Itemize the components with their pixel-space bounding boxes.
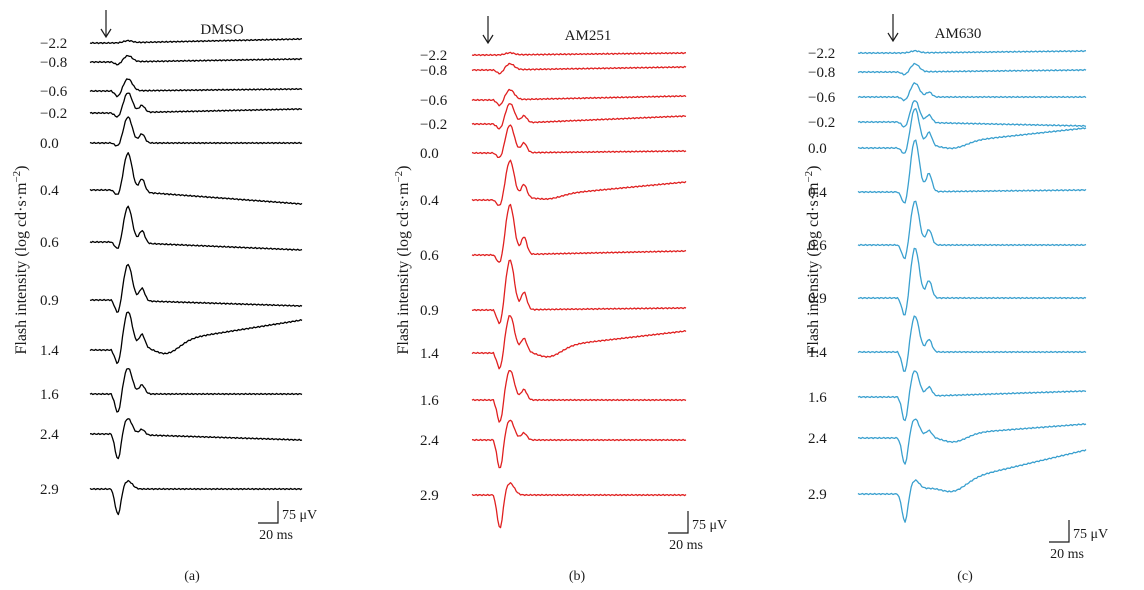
erg-trace [857,370,1087,422]
intensity-label: 2.4 [420,433,439,449]
scale-bar-time: 20 ms [669,538,703,553]
erg-trace [857,315,1087,372]
scale-bar-voltage: 75 μV [1073,527,1108,542]
erg-panel-3: AM630 Flash intensity (log cd·s·m−2) −2.2 −… [803,14,1108,584]
erg-trace [471,159,687,206]
erg-trace [857,418,1087,465]
y-axis-label: Flash intensity (log cd·s·m−2) [393,165,412,354]
erg-trace [471,419,687,469]
intensity-label: −0.2 [40,106,67,122]
erg-trace [471,369,687,423]
erg-panel-1: DMSO Flash intensity (log cd·s·m−2) −2.2 −0… [11,10,317,584]
erg-trace [471,62,687,75]
intensity-label: −0.2 [420,117,447,133]
erg-trace [89,367,303,413]
intensity-label: 1.6 [40,387,59,403]
intensity-label: −0.8 [420,63,447,79]
intensity-label: 2.9 [420,488,439,504]
erg-trace [89,205,303,251]
flash-arrow-icon [100,10,112,39]
erg-trace [89,311,303,365]
erg-trace [89,92,303,118]
erg-trace [857,449,1087,523]
erg-trace [857,247,1087,316]
intensity-label: 0.4 [40,183,59,199]
intensity-label: 0.0 [40,136,59,152]
panel-title: AM630 [935,26,982,42]
erg-trace [857,49,1087,55]
erg-trace [471,482,687,529]
intensity-label: 1.6 [808,390,827,406]
erg-trace [89,78,303,98]
erg-trace [471,103,687,130]
erg-trace [89,418,303,460]
intensity-label: −0.2 [808,115,835,131]
intensity-label: 1.4 [40,343,59,359]
intensity-label: 1.6 [420,393,439,409]
erg-trace [471,203,687,263]
y-axis-label: Flash intensity (log cd·s·m−2) [11,165,30,354]
flash-arrow-icon [482,16,494,45]
intensity-label: 1.4 [420,346,439,362]
panel-label: (c) [957,569,973,584]
intensity-label: 2.9 [40,482,59,498]
scale-bar-voltage: 75 μV [282,508,317,523]
flash-arrow-icon [887,14,899,43]
intensity-label: −2.2 [40,36,67,52]
erg-trace [89,152,303,206]
erg-trace [89,479,303,516]
erg-trace [857,108,1087,154]
scale-bar-time: 20 ms [259,528,293,543]
intensity-label: 0.0 [420,146,439,162]
scale-bar-time: 20 ms [1050,547,1084,562]
intensity-label: 0.9 [40,293,59,309]
scale-bar: 75 μV 20 ms [668,511,727,553]
erg-trace [857,100,1087,128]
intensity-label: −0.8 [808,65,835,81]
intensity-label: 0.0 [808,141,827,157]
erg-trace [471,51,687,57]
scale-bar: 75 μV 20 ms [258,501,317,543]
intensity-label: 2.4 [40,427,59,443]
intensity-label: −2.2 [808,46,835,62]
erg-trace [89,54,303,66]
erg-trace [89,37,303,45]
intensity-label: −0.8 [40,55,67,71]
panel-title: AM251 [565,28,612,44]
intensity-label: 0.9 [420,303,439,319]
intensity-label: 2.9 [808,487,827,503]
intensity-label: 1.4 [808,345,827,361]
intensity-label: 0.4 [808,185,827,201]
intensity-label: 0.4 [420,193,439,209]
intensity-label: 0.6 [420,248,439,264]
erg-trace [471,259,687,325]
panel-title: DMSO [200,22,244,38]
erg-trace [89,263,303,313]
erg-trace [857,82,1087,102]
scale-bar-voltage: 75 μV [692,518,727,533]
erg-trace [471,88,687,107]
y-axis-label: Flash intensity (log cd·s·m−2) [803,165,822,354]
erg-trace [857,139,1087,204]
erg-trace [471,124,687,159]
intensity-label: −0.6 [40,84,68,100]
intensity-label: 0.6 [808,238,827,254]
erg-trace [89,116,303,147]
intensity-label: 0.6 [40,235,59,251]
panel-label: (a) [184,569,200,584]
intensity-label: −0.6 [420,93,448,109]
panel-label: (b) [569,569,586,584]
scale-bar: 75 μV 20 ms [1049,520,1108,562]
intensity-label: −2.2 [420,48,447,64]
erg-trace [857,200,1087,260]
erg-trace [857,62,1087,76]
erg-trace [471,315,687,370]
intensity-label: 2.4 [808,431,827,447]
intensity-label: 0.9 [808,291,827,307]
intensity-label: −0.6 [808,90,836,106]
